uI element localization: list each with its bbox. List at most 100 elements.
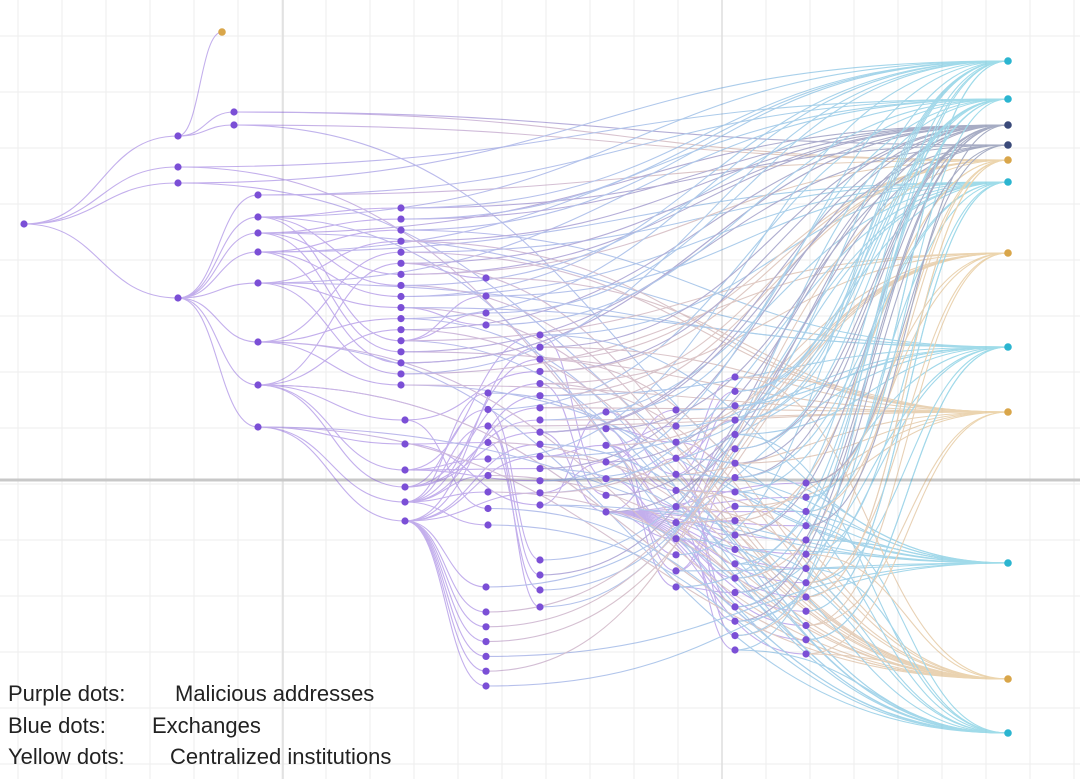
legend-text: Malicious addresses xyxy=(175,681,375,706)
edge xyxy=(675,505,1009,680)
malicious-node xyxy=(482,608,490,616)
malicious-node xyxy=(484,504,492,513)
malicious-node xyxy=(672,486,680,495)
malicious-node xyxy=(731,603,739,611)
legend-row: Purple dots: Malicious addresses xyxy=(8,681,374,707)
malicious-node xyxy=(174,163,182,171)
edge xyxy=(805,346,1009,584)
edge xyxy=(404,419,541,488)
malicious-node xyxy=(536,392,544,400)
edge xyxy=(177,216,259,299)
edge xyxy=(400,144,1009,353)
edge xyxy=(605,511,807,555)
exchange-node xyxy=(1004,95,1012,103)
edge xyxy=(257,216,402,342)
malicious-node xyxy=(672,438,680,446)
malicious-node xyxy=(254,213,262,221)
malicious-node xyxy=(802,479,810,487)
edge xyxy=(257,426,406,503)
edge xyxy=(805,159,1009,598)
edge xyxy=(257,159,1009,196)
malicious-node xyxy=(731,430,739,439)
exchange-node xyxy=(1004,57,1012,65)
edge xyxy=(487,425,541,576)
edge xyxy=(734,98,1009,450)
malicious-node xyxy=(602,408,610,416)
edge xyxy=(734,563,1009,734)
malicious-node xyxy=(482,321,490,329)
edge xyxy=(257,124,1009,234)
malicious-node xyxy=(254,229,262,237)
malicious-node xyxy=(230,121,238,129)
malicious-node xyxy=(397,215,405,223)
malicious-node xyxy=(672,406,680,414)
edge xyxy=(177,194,259,299)
edge xyxy=(177,31,223,137)
legend-row: Yellow dots: Centralized institutions xyxy=(8,744,391,770)
malicious-node xyxy=(397,292,405,301)
malicious-node xyxy=(672,454,680,462)
edge xyxy=(404,441,489,445)
edge xyxy=(805,144,1009,484)
edge xyxy=(257,329,402,386)
malicious-node xyxy=(254,248,262,256)
edge xyxy=(404,520,487,687)
malicious-node xyxy=(731,588,739,597)
edge xyxy=(404,520,487,657)
malicious-node xyxy=(484,488,492,496)
malicious-node xyxy=(731,560,739,568)
edge xyxy=(400,124,1009,364)
malicious-node xyxy=(731,517,739,525)
legend-label: Purple dots: xyxy=(8,681,126,706)
edge xyxy=(734,649,1009,734)
malicious-node xyxy=(536,428,544,436)
exchange-node xyxy=(1004,141,1012,149)
malicious-node xyxy=(482,682,490,690)
malicious-node xyxy=(802,507,810,516)
malicious-node xyxy=(536,343,544,351)
edge xyxy=(487,425,541,608)
edge xyxy=(404,395,541,522)
edge xyxy=(805,562,1009,570)
edge xyxy=(805,98,1009,513)
malicious-node xyxy=(536,379,544,388)
malicious-node xyxy=(254,279,262,287)
edge xyxy=(23,166,179,225)
edge xyxy=(805,181,1009,612)
malicious-node xyxy=(536,501,544,509)
exchange-node xyxy=(1004,559,1012,567)
edge xyxy=(539,124,1009,470)
institution-node xyxy=(1004,156,1012,164)
edge xyxy=(539,124,1009,433)
edge xyxy=(400,384,1009,564)
malicious-node xyxy=(802,593,810,601)
edge xyxy=(400,60,1009,375)
edge xyxy=(734,98,1009,579)
edge xyxy=(400,124,1009,242)
edge xyxy=(404,520,487,643)
edge xyxy=(734,376,1009,413)
malicious-node xyxy=(672,551,680,559)
edge xyxy=(400,60,1009,220)
edge xyxy=(404,474,489,503)
edge xyxy=(177,297,259,428)
edge xyxy=(734,505,1009,564)
legend-row: Blue dots: Exchanges xyxy=(8,713,261,739)
malicious-node xyxy=(536,367,544,376)
malicious-node xyxy=(802,579,810,587)
edge xyxy=(734,252,1009,579)
edge xyxy=(404,358,541,503)
edge xyxy=(404,408,489,488)
malicious-node xyxy=(602,508,610,516)
malicious-node xyxy=(731,373,739,381)
edge xyxy=(400,318,1009,734)
edge xyxy=(675,505,736,565)
edge xyxy=(487,408,541,561)
edge xyxy=(257,216,402,275)
edge xyxy=(257,262,402,386)
edge xyxy=(539,181,1009,494)
malicious-node xyxy=(536,331,544,339)
edge xyxy=(404,520,487,588)
exchange-node xyxy=(1004,178,1012,186)
